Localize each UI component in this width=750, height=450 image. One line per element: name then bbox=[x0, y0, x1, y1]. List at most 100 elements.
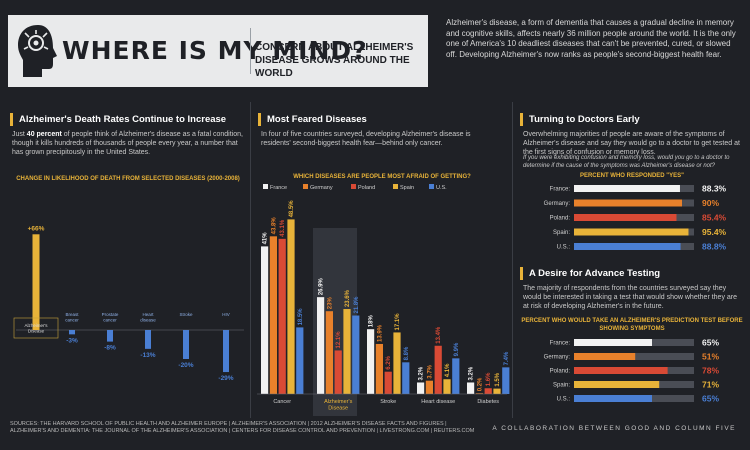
legend-label: Poland bbox=[358, 185, 375, 191]
country-bar bbox=[574, 353, 636, 360]
country-bar bbox=[574, 228, 689, 236]
country-label: Poland: bbox=[550, 369, 571, 375]
section-heading-advance-testing: A Desire for Advance Testing bbox=[520, 267, 660, 280]
bar-value-label: -29% bbox=[218, 375, 233, 382]
bar-value-label: 1.6% bbox=[486, 372, 492, 386]
country-label: Germany: bbox=[544, 201, 571, 207]
section-text-death-rates: Just 40 percent of people think of Alzhe… bbox=[12, 131, 243, 156]
bar-value-label: 9.9% bbox=[454, 342, 460, 356]
death-change-bar bbox=[69, 330, 75, 335]
country-label: U.S.: bbox=[557, 245, 571, 251]
feared-bar bbox=[475, 393, 483, 394]
bar-value-label: 41% bbox=[263, 232, 269, 245]
category-label: Alzheimer's Disease bbox=[24, 323, 48, 334]
category-label: Stroke bbox=[179, 312, 193, 317]
bar-value-label: 88.8% bbox=[702, 242, 727, 252]
bar-value-label: 71% bbox=[702, 380, 719, 390]
feared-bar bbox=[296, 327, 304, 394]
feared-bar bbox=[452, 358, 460, 394]
bar-value-label: 4.1% bbox=[445, 363, 451, 377]
country-bar bbox=[574, 395, 652, 402]
category-box bbox=[13, 317, 59, 339]
category-label: Cancer bbox=[273, 399, 291, 405]
bar-value-label: -13% bbox=[140, 352, 155, 359]
feared-bar bbox=[287, 219, 295, 394]
category-label: Prostate cancer bbox=[102, 312, 119, 323]
feared-bar bbox=[467, 382, 475, 394]
bar-value-label: 85.4% bbox=[702, 213, 727, 223]
country-label: U.S.: bbox=[557, 397, 571, 403]
head-profile-icon bbox=[18, 25, 57, 77]
bar-value-label: 90% bbox=[702, 198, 719, 208]
country-bar bbox=[574, 339, 652, 346]
feared-bar bbox=[443, 379, 451, 394]
feared-bar bbox=[493, 388, 501, 394]
country-bar bbox=[574, 367, 668, 374]
bar-value-label: 26.9% bbox=[319, 277, 325, 295]
legend-swatch bbox=[393, 184, 398, 189]
legend-swatch bbox=[351, 184, 356, 189]
feared-bar bbox=[384, 371, 392, 394]
feared-bar bbox=[261, 246, 269, 394]
section-text-doctors: Overwhelming majorities of people are aw… bbox=[523, 131, 740, 156]
chart-title-feared-diseases: WHICH DISEASES ARE PEOPLE MOST AFRAID OF… bbox=[293, 174, 471, 180]
bar-value-label: 43.8% bbox=[271, 217, 277, 235]
advance-testing-chart: France: 65% Germany: 51% Poland: 78% Spain: 71%… bbox=[544, 338, 720, 404]
section-text-advance-testing: The majority of respondents from the cou… bbox=[523, 285, 738, 310]
country-label: France: bbox=[550, 341, 571, 347]
country-label: France: bbox=[550, 187, 571, 193]
bar-value-label: 18% bbox=[369, 315, 375, 328]
feared-bar bbox=[334, 350, 342, 394]
bar-value-label: 78% bbox=[702, 366, 719, 376]
country-label: Germany: bbox=[544, 355, 571, 361]
doctors-chart: France: 88.3% Germany: 90% Poland: 85.4% Spain… bbox=[544, 184, 727, 252]
bar-value-label: 3.7% bbox=[427, 364, 433, 378]
bar-value-label: 13.4% bbox=[436, 326, 442, 344]
feared-bar bbox=[269, 236, 277, 394]
death-change-bar bbox=[223, 330, 229, 373]
feared-bar bbox=[325, 311, 333, 394]
feared-bar bbox=[484, 388, 492, 394]
bar-value-label: 17.1% bbox=[395, 313, 401, 331]
bar-value-label: 43.1% bbox=[280, 219, 286, 237]
country-label: Spain: bbox=[553, 230, 570, 236]
chart-title-doctors: PERCENT WHO RESPONDED "YES" bbox=[579, 173, 685, 179]
bar-value-label: -8% bbox=[104, 345, 116, 352]
footer-sources: SOURCES: THE HARVARD SCHOOL OF PUBLIC HE… bbox=[10, 421, 475, 434]
bar-value-label: 23% bbox=[327, 297, 333, 310]
legend-swatch bbox=[263, 184, 268, 189]
bar-value-label: 13.9% bbox=[377, 324, 383, 342]
footer-credit: A COLLABORATION BETWEEN GOOD AND COLUMN … bbox=[492, 425, 736, 432]
country-bar bbox=[574, 243, 681, 250]
bar-value-label: 65% bbox=[702, 338, 719, 348]
legend-label: France bbox=[270, 185, 287, 191]
column-divider bbox=[250, 102, 251, 418]
feared-bar bbox=[434, 345, 442, 394]
feared-bar bbox=[393, 332, 401, 394]
legend-swatch bbox=[303, 184, 308, 189]
bar-value-label: 21.8% bbox=[354, 296, 360, 314]
death-change-bar bbox=[183, 330, 189, 359]
chart-title-death-change: CHANGE IN LIKELIHOOD OF DEATH FROM SELEC… bbox=[16, 176, 240, 182]
bar-value-label: -20% bbox=[178, 362, 193, 369]
feared-diseases-chart: France Germany Poland Spain U.S. 41%43.8% 43.1… bbox=[257, 184, 510, 416]
legend-swatch bbox=[429, 184, 434, 189]
column-divider bbox=[512, 102, 513, 418]
page-subtitle: CONCERN ABOUT ALZHEIMER'S DISEASE GROWS … bbox=[255, 42, 414, 79]
bar-value-label: 48.5% bbox=[289, 200, 295, 218]
section-heading-doctors: Turning to Doctors Early bbox=[520, 113, 640, 126]
feared-bar bbox=[352, 315, 360, 394]
feared-bar bbox=[317, 297, 325, 394]
section-heading-feared-diseases: Most Feared Diseases bbox=[258, 113, 367, 126]
death-change-bar bbox=[145, 330, 151, 349]
title-banner bbox=[8, 15, 428, 87]
country-bar bbox=[574, 381, 660, 388]
category-label: HIV bbox=[222, 312, 230, 317]
chart-title-advance-testing: PERCENT WHO WOULD TAKE AN ALZHEIMER'S PR… bbox=[521, 318, 743, 332]
bar-value-label: 1.5% bbox=[495, 372, 501, 386]
bar-value-label: 95.4% bbox=[702, 227, 727, 237]
intro-text: Alzheimer's disease, a form of dementia … bbox=[446, 18, 736, 59]
country-bar bbox=[574, 214, 677, 221]
bar-value-label: -3% bbox=[66, 337, 78, 344]
feared-bar bbox=[343, 309, 351, 394]
